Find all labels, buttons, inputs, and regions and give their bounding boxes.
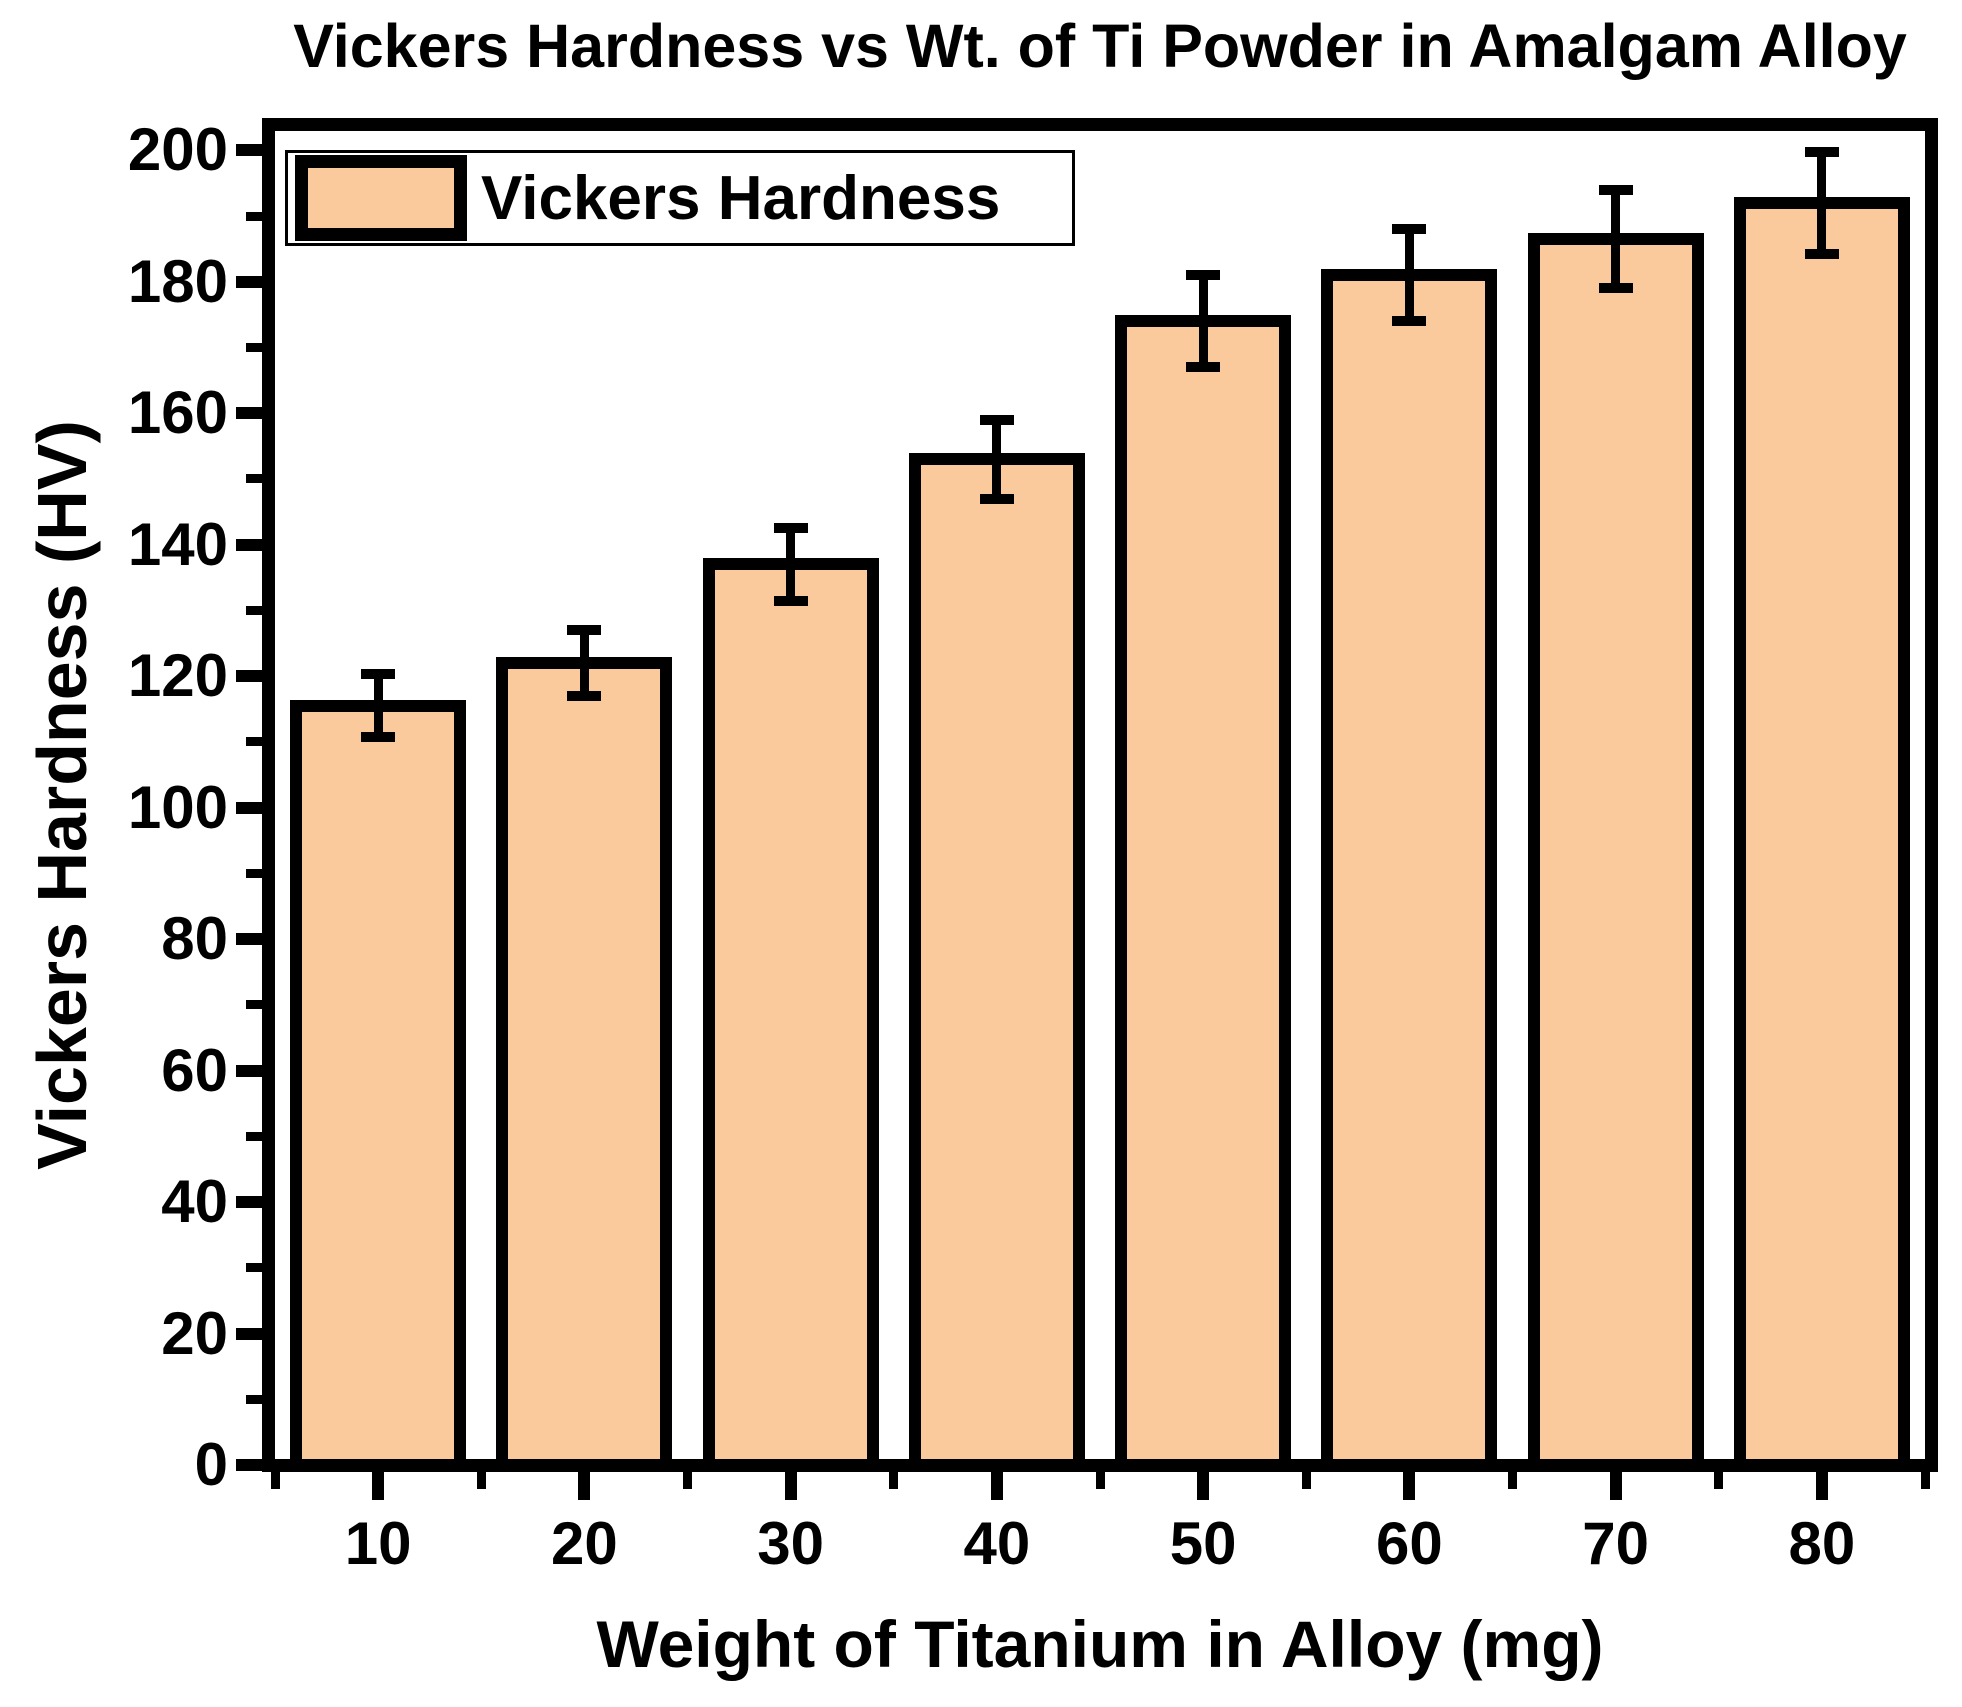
x-major-tick: [1197, 1472, 1210, 1500]
error-bar-cap-top: [1392, 224, 1427, 235]
y-minor-tick: [246, 1131, 262, 1141]
x-major-tick: [1403, 1472, 1416, 1500]
error-bar-line: [992, 419, 1002, 499]
y-tick-label: 140: [127, 510, 228, 578]
error-bar-line: [1817, 151, 1827, 255]
bar-40mg: [908, 453, 1085, 1465]
x-minor-tick: [1095, 1472, 1105, 1489]
y-minor-tick: [246, 737, 262, 747]
error-bar-cap-top: [567, 625, 602, 636]
error-bar-cap-bottom: [567, 690, 602, 701]
x-minor-tick: [476, 1472, 486, 1489]
x-major-tick: [578, 1472, 591, 1500]
error-bar-cap-bottom: [1186, 362, 1221, 373]
y-tick-label: 0: [194, 1431, 228, 1498]
y-tick-label: 40: [161, 1168, 228, 1236]
error-bar-line: [373, 674, 383, 738]
y-tick-label: 100: [127, 773, 228, 841]
error-bar-cap-bottom: [1392, 316, 1427, 327]
y-tick-label: 60: [161, 1036, 228, 1104]
y-major-tick: [236, 275, 262, 288]
error-bar-cap-bottom: [979, 493, 1014, 504]
bar-30mg: [702, 558, 879, 1465]
bar-10mg: [290, 699, 467, 1465]
y-major-tick: [236, 1064, 262, 1077]
y-tick-label: 80: [161, 905, 228, 973]
x-minor-tick: [1508, 1472, 1517, 1489]
chart-title: Vickers Hardness vs Wt. of Ti Powder in …: [293, 12, 1907, 80]
y-minor-tick: [246, 343, 262, 352]
y-major-tick: [236, 801, 262, 814]
y-major-tick: [236, 670, 262, 683]
error-bar-cap-bottom: [1804, 249, 1839, 260]
x-major-tick: [372, 1472, 385, 1500]
x-major-tick: [784, 1472, 797, 1500]
x-tick-label: 80: [1788, 1510, 1856, 1577]
y-minor-tick: [246, 211, 262, 221]
x-tick-label: 30: [757, 1510, 824, 1577]
y-major-tick: [236, 933, 262, 946]
x-major-tick: [990, 1472, 1003, 1500]
y-major-tick: [236, 407, 262, 420]
y-tick-label: 120: [127, 642, 228, 710]
x-major-tick: [1815, 1472, 1828, 1500]
x-tick-label: 20: [551, 1510, 618, 1577]
x-minor-tick: [889, 1472, 899, 1489]
x-tick-label: 50: [1169, 1510, 1237, 1577]
bar-20mg: [496, 657, 673, 1465]
bar-70mg: [1527, 233, 1704, 1465]
y-minor-tick: [246, 1263, 262, 1273]
y-tick-label: 200: [127, 116, 228, 184]
error-bar-line: [1404, 229, 1414, 322]
y-minor-tick: [246, 1394, 262, 1404]
error-bar-cap-top: [361, 669, 396, 680]
x-axis-title: Weight of Titanium in Alloy (mg): [596, 1607, 1604, 1681]
y-minor-tick: [246, 868, 262, 878]
error-bar-cap-bottom: [773, 595, 808, 606]
y-tick-label: 20: [161, 1299, 228, 1367]
x-minor-tick: [270, 1472, 280, 1489]
x-tick-label: 70: [1582, 1510, 1649, 1577]
error-bar-line: [579, 630, 589, 696]
y-major-tick: [236, 1459, 262, 1471]
y-major-tick: [236, 538, 262, 551]
x-minor-tick: [1714, 1472, 1724, 1489]
error-bar-cap-top: [1804, 146, 1839, 157]
x-minor-tick: [1920, 1472, 1930, 1489]
legend-label: Vickers Hardness: [481, 163, 1001, 233]
y-major-tick: [236, 1327, 262, 1340]
bar-60mg: [1321, 269, 1498, 1465]
bar-50mg: [1115, 315, 1292, 1465]
legend-swatch: [295, 155, 467, 241]
error-bar-cap-top: [979, 414, 1014, 425]
error-bar-line: [786, 528, 796, 601]
legend: Vickers Hardness: [285, 150, 1075, 246]
error-bar-cap-top: [773, 523, 808, 534]
y-minor-tick: [246, 474, 262, 484]
error-bar-cap-top: [1598, 184, 1633, 195]
y-tick-label: 180: [127, 247, 228, 315]
y-tick-label: 160: [127, 379, 228, 447]
x-minor-tick: [1301, 1472, 1311, 1489]
error-bar-line: [1198, 275, 1208, 368]
x-tick-label: 10: [344, 1510, 412, 1577]
error-bar-cap-bottom: [1598, 283, 1633, 294]
y-minor-tick: [246, 1000, 262, 1010]
x-major-tick: [1609, 1472, 1622, 1500]
y-major-tick: [236, 1196, 262, 1209]
y-minor-tick: [246, 605, 262, 615]
x-minor-tick: [683, 1472, 692, 1489]
error-bar-cap-top: [1186, 270, 1221, 281]
error-bar-line: [1611, 189, 1621, 289]
x-tick-label: 40: [963, 1510, 1031, 1577]
error-bar-cap-bottom: [361, 732, 396, 743]
y-major-tick: [236, 144, 262, 157]
bar-80mg: [1733, 196, 1910, 1465]
x-tick-label: 60: [1376, 1510, 1443, 1577]
